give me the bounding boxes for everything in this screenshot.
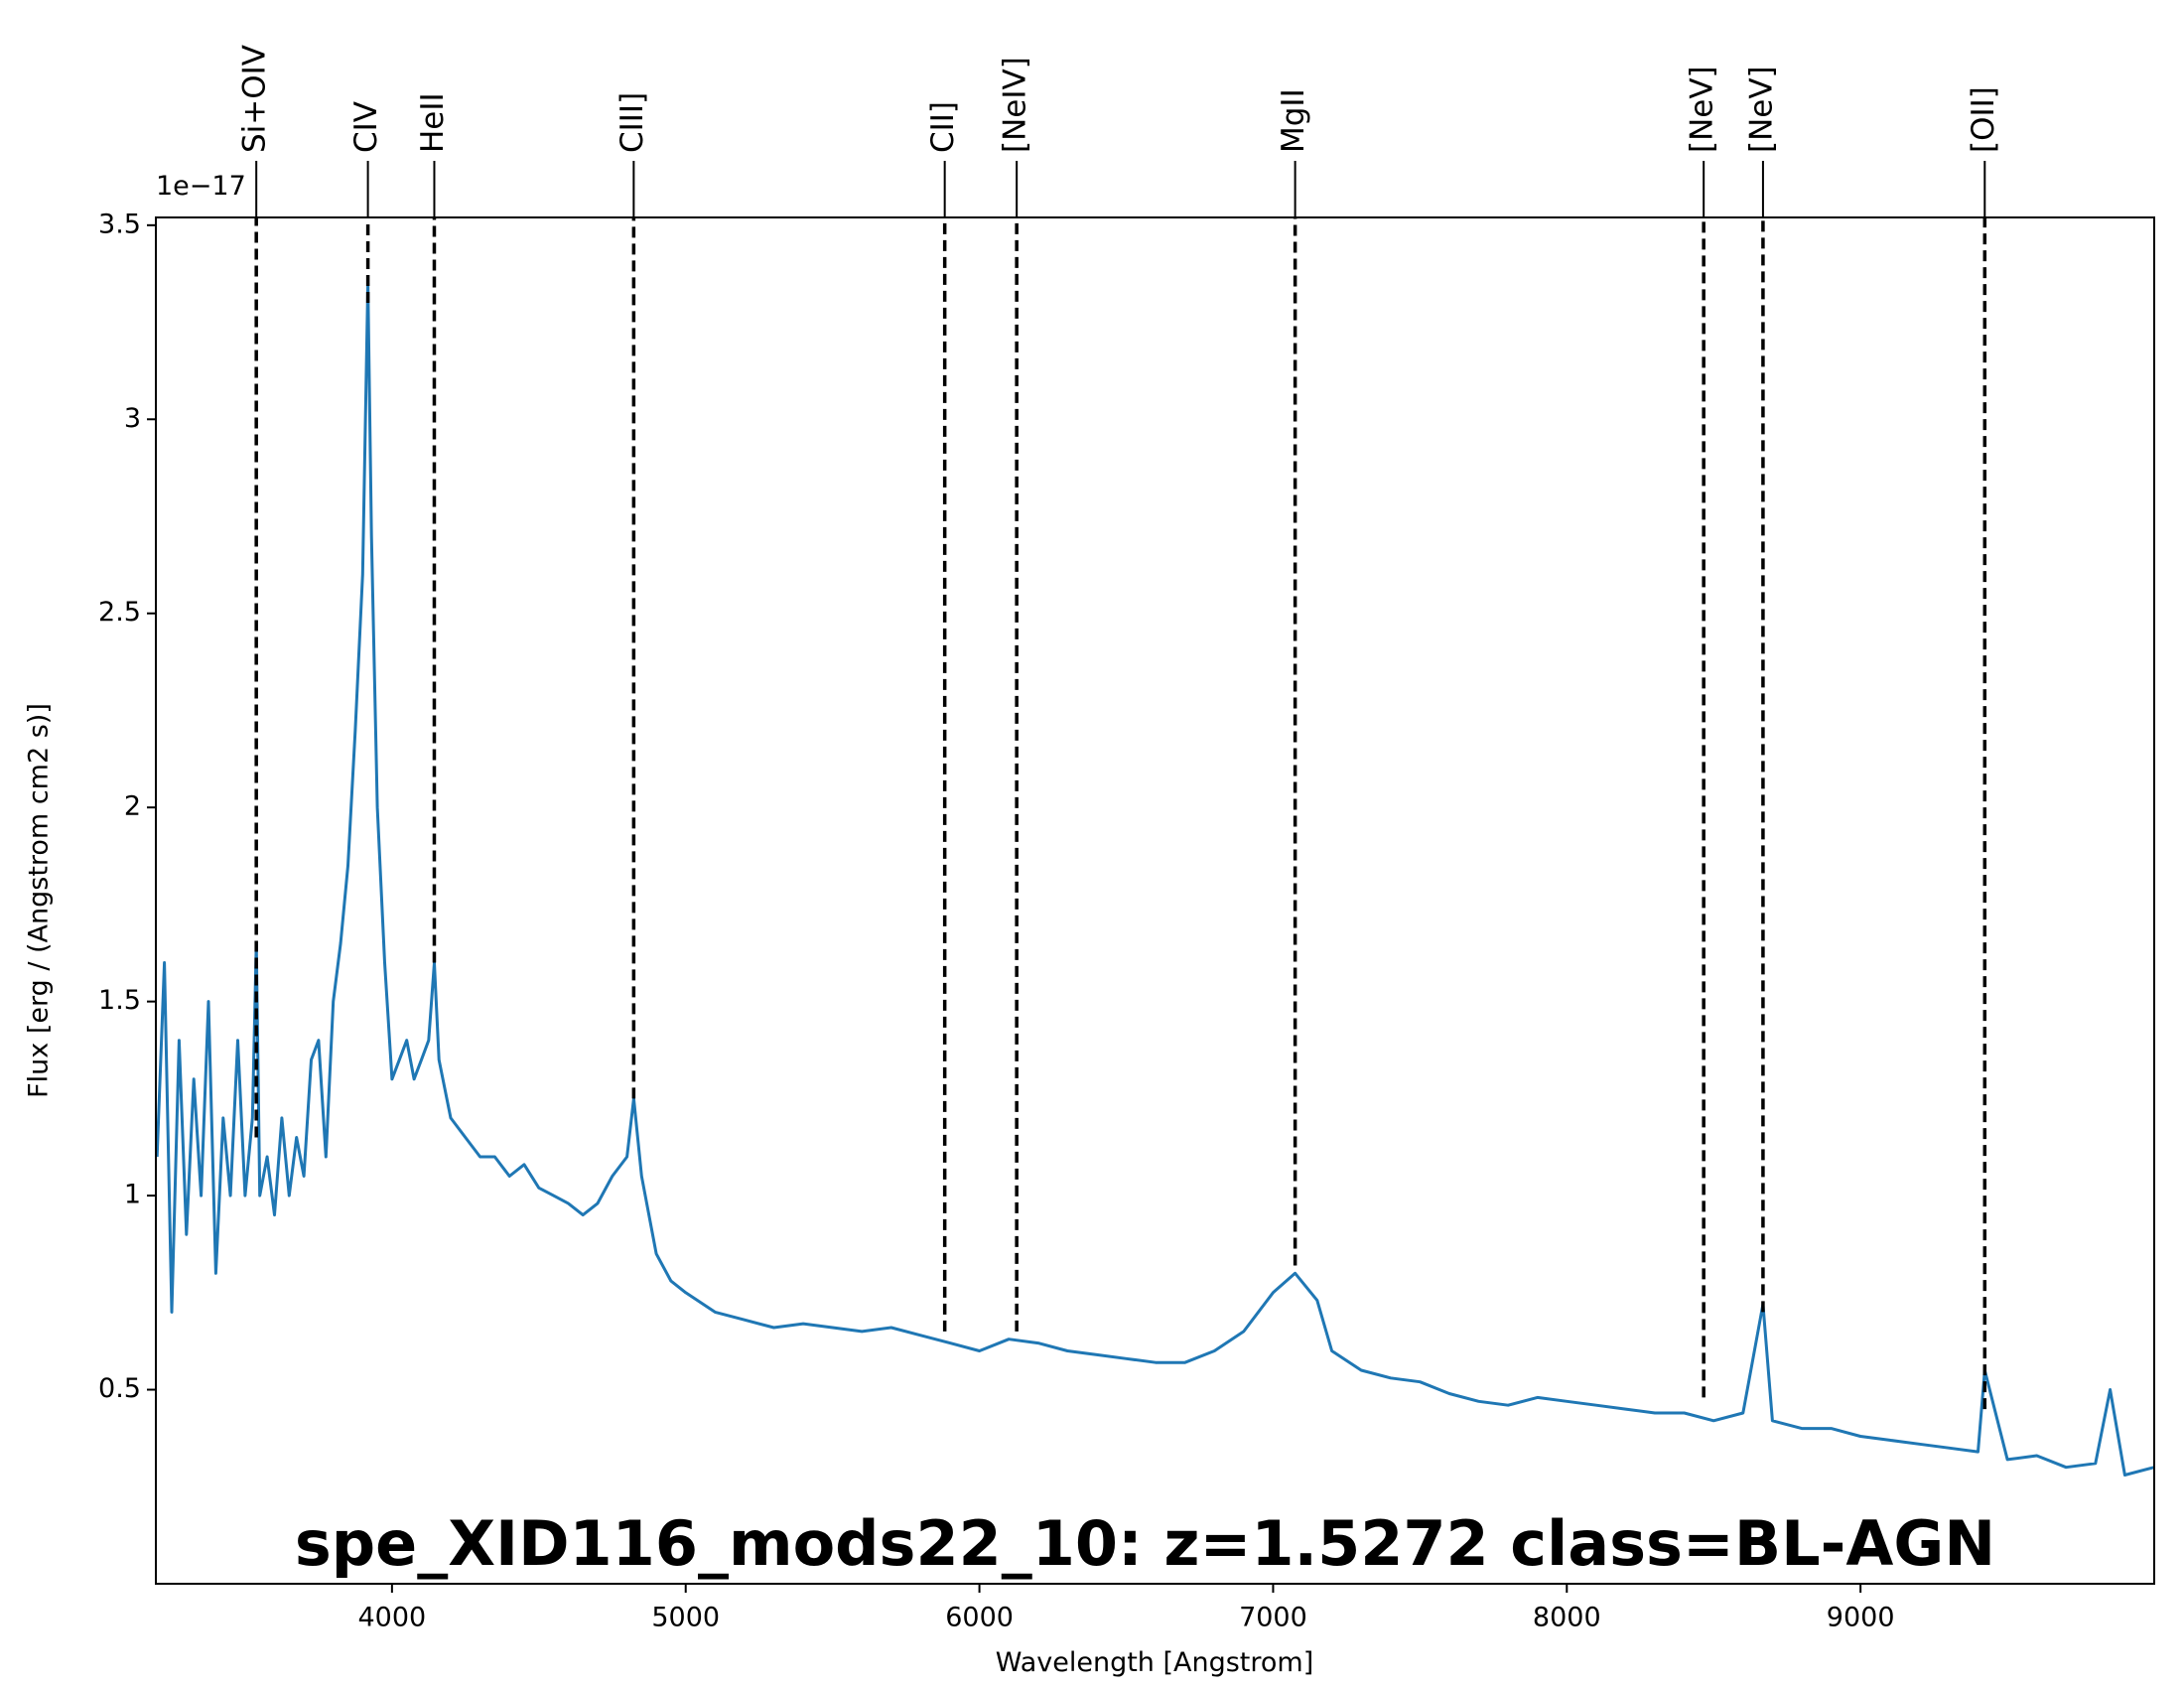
emission-line-label: [OII] <box>1966 86 2001 153</box>
emission-line-label: [NeV] <box>1743 66 1779 153</box>
x-axis-label: Wavelength [Angstrom] <box>996 1647 1314 1678</box>
spectrum-line <box>156 282 2154 1477</box>
x-tick-label: 5000 <box>651 1603 720 1633</box>
y-offset-label: 1e−17 <box>156 171 246 202</box>
emission-line-label: CII] <box>925 101 961 153</box>
y-tick-label: 2 <box>124 791 141 822</box>
y-tick-label: 1 <box>124 1180 141 1210</box>
y-tick-label: 3 <box>124 403 141 434</box>
x-tick-label: 4000 <box>358 1603 427 1633</box>
y-tick-label: 0.5 <box>98 1373 141 1404</box>
chart-title: spe_XID116_mods22_10: z=1.5272 class=BL-… <box>295 1507 1995 1580</box>
emission-line-label: CIV <box>348 101 384 153</box>
emission-line-label: MgII <box>1276 88 1311 153</box>
emission-line-label: Si+OIV <box>237 45 273 153</box>
y-tick-label: 2.5 <box>98 597 141 628</box>
x-tick-label: 9000 <box>1827 1603 1895 1633</box>
emission-line-label: HeII <box>415 92 451 153</box>
emission-line-label: [NeV] <box>1685 66 1720 153</box>
emission-line-label: [NeIV] <box>998 57 1033 153</box>
y-tick-label: 1.5 <box>98 985 141 1016</box>
y-tick-label: 3.5 <box>98 209 141 239</box>
x-tick-label: 6000 <box>945 1603 1014 1633</box>
plot-frame <box>155 216 2155 1585</box>
x-tick-label: 7000 <box>1239 1603 1307 1633</box>
y-axis-label: Flux [erg / (Angstrom cm2 s)] <box>24 703 55 1098</box>
x-tick-label: 8000 <box>1533 1603 1601 1633</box>
emission-line-label: CIII] <box>614 92 650 153</box>
